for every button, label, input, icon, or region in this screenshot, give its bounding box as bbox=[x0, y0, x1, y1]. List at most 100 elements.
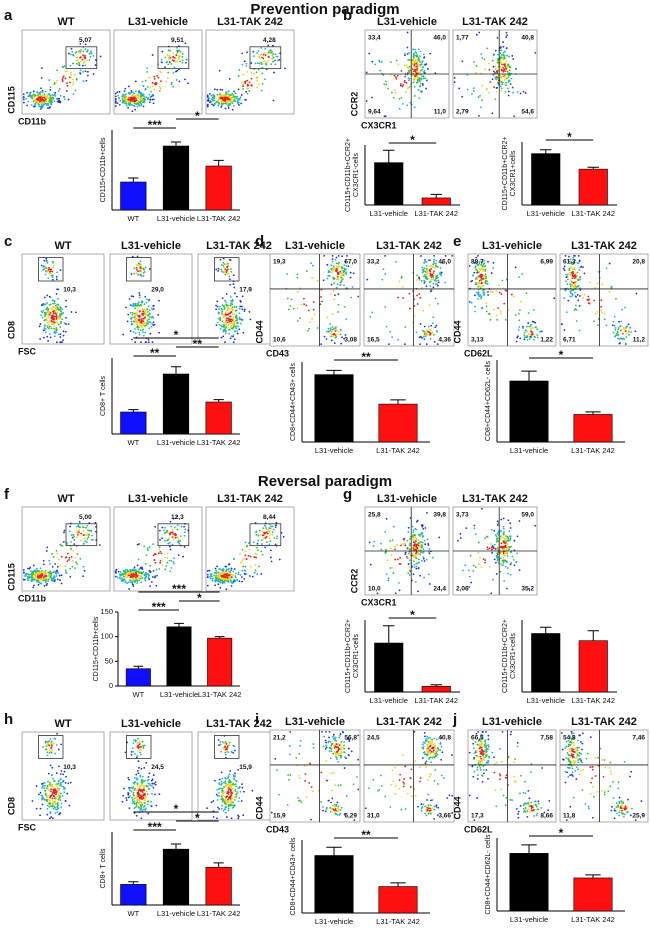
event-dot bbox=[114, 102, 117, 104]
event-dot bbox=[494, 534, 497, 536]
event-dot bbox=[228, 278, 231, 281]
event-dot bbox=[418, 65, 421, 68]
event-dot bbox=[373, 540, 376, 543]
event-dot bbox=[162, 529, 165, 532]
event-dot bbox=[390, 554, 393, 556]
event-dot bbox=[335, 256, 338, 259]
event-dot bbox=[50, 790, 52, 793]
event-dot bbox=[274, 53, 277, 56]
event-dot bbox=[142, 105, 145, 108]
event-dot bbox=[453, 77, 456, 79]
event-dot bbox=[181, 55, 184, 58]
event-dot bbox=[488, 547, 491, 550]
event-dot bbox=[65, 775, 67, 778]
event-dot bbox=[577, 278, 579, 281]
event-dot bbox=[138, 97, 141, 100]
event-dot bbox=[146, 785, 149, 788]
event-dot bbox=[502, 66, 505, 69]
event-dot bbox=[133, 566, 136, 569]
event-dot bbox=[220, 102, 223, 105]
event-dot bbox=[151, 54, 154, 56]
event-dot bbox=[485, 310, 488, 313]
event-dot bbox=[224, 100, 227, 102]
event-dot bbox=[493, 72, 496, 75]
event-dot bbox=[256, 546, 258, 549]
event-dot bbox=[477, 563, 480, 566]
event-dot bbox=[38, 325, 41, 328]
event-dot bbox=[51, 553, 53, 555]
event-dot bbox=[495, 537, 498, 540]
event-dot bbox=[73, 543, 76, 545]
event-dot bbox=[131, 799, 134, 802]
event-dot bbox=[55, 549, 58, 552]
event-dot bbox=[26, 567, 29, 570]
event-dot bbox=[123, 90, 126, 93]
event-dot bbox=[412, 559, 415, 562]
event-dot bbox=[564, 289, 567, 292]
event-dot bbox=[380, 542, 382, 545]
event-dot bbox=[418, 541, 420, 544]
event-dot bbox=[593, 320, 595, 323]
event-dot bbox=[79, 539, 82, 542]
event-dot bbox=[406, 547, 409, 550]
event-dot bbox=[140, 783, 143, 785]
event-dot bbox=[503, 302, 506, 305]
event-dot bbox=[88, 59, 91, 61]
event-dot bbox=[70, 547, 73, 550]
event-dot bbox=[267, 59, 270, 62]
event-dot bbox=[25, 573, 27, 576]
event-dot bbox=[422, 83, 424, 85]
event-dot bbox=[42, 99, 44, 101]
event-dot bbox=[433, 258, 436, 261]
event-dot bbox=[210, 98, 213, 101]
event-dot bbox=[578, 269, 581, 272]
plot-title: L31-vehicle bbox=[121, 240, 181, 252]
event-dot bbox=[167, 537, 170, 540]
event-dot bbox=[519, 300, 522, 303]
event-dot bbox=[380, 60, 383, 63]
event-dot bbox=[428, 548, 431, 550]
event-dot bbox=[68, 804, 71, 807]
event-dot bbox=[151, 341, 154, 344]
event-dot bbox=[391, 566, 394, 569]
event-dot bbox=[62, 77, 64, 79]
event-dot bbox=[134, 90, 137, 93]
event-dot bbox=[145, 807, 147, 810]
event-dot bbox=[125, 799, 128, 801]
event-dot bbox=[508, 55, 511, 58]
event-dot bbox=[41, 304, 44, 307]
event-dot bbox=[173, 66, 176, 69]
event-dot bbox=[485, 302, 488, 305]
event-dot bbox=[563, 329, 566, 331]
event-dot bbox=[64, 77, 67, 80]
event-dot bbox=[132, 791, 135, 794]
event-dot bbox=[399, 556, 402, 559]
event-dot bbox=[335, 335, 338, 338]
event-dot bbox=[273, 59, 276, 62]
event-dot bbox=[52, 317, 54, 320]
event-dot bbox=[254, 62, 257, 65]
event-dot bbox=[432, 333, 435, 336]
event-dot bbox=[500, 75, 503, 78]
event-dot bbox=[472, 274, 475, 277]
event-dot bbox=[349, 276, 352, 279]
event-dot bbox=[569, 279, 572, 282]
gate-value: 10,3 bbox=[63, 287, 76, 294]
event-dot bbox=[79, 56, 82, 59]
event-dot bbox=[335, 262, 338, 265]
event-dot bbox=[131, 798, 134, 801]
event-dot bbox=[398, 589, 401, 592]
event-dot bbox=[225, 293, 228, 295]
event-dot bbox=[50, 98, 53, 100]
event-dot bbox=[122, 572, 124, 575]
event-dot bbox=[222, 261, 225, 264]
event-dot bbox=[411, 62, 414, 64]
event-dot bbox=[56, 69, 58, 72]
event-dot bbox=[232, 574, 235, 577]
event-dot bbox=[615, 297, 617, 300]
event-dot bbox=[217, 583, 220, 586]
event-dot bbox=[521, 273, 524, 275]
event-dot bbox=[61, 78, 64, 81]
event-dot bbox=[241, 308, 244, 311]
event-dot bbox=[136, 778, 138, 781]
